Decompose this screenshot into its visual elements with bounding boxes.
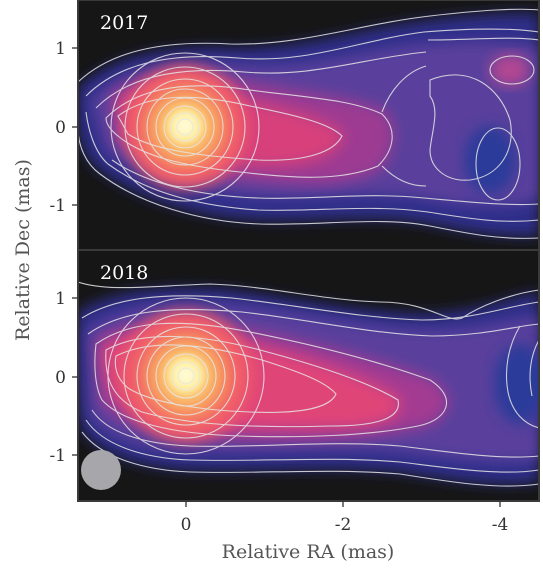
contours-2017 (78, 8, 539, 239)
y-tick-label: 1 (55, 289, 66, 309)
y-axis-2018 (72, 297, 78, 456)
y-tick-label: 1 (55, 39, 66, 59)
beam-ellipse (81, 450, 121, 490)
y-tick-labels-2017: 1 0 -1 (49, 39, 66, 216)
x-tick-label: -4 (492, 515, 509, 535)
panel-2018: 2018 (77, 249, 540, 502)
x-tick-labels: 0 -2 -4 (181, 515, 509, 535)
y-tick-label: -1 (49, 196, 66, 216)
y-tick-label: 0 (55, 368, 66, 388)
y-tick-labels-2018: 1 0 -1 (49, 289, 66, 466)
y-axis-2017 (72, 47, 78, 206)
y-axis-label: Relative Dec (mas) (12, 159, 34, 341)
y-tick-label: 0 (55, 118, 66, 138)
panel-2017-label: 2017 (100, 12, 148, 34)
panel-2018-frame (77, 249, 540, 502)
x-axis-label: Relative RA (mas) (222, 541, 395, 563)
x-tick-label: -2 (335, 515, 352, 535)
contours-2018 (78, 281, 539, 487)
panel-2017: 2017 (77, 0, 540, 251)
x-tick-label: 0 (181, 515, 192, 535)
y-tick-label: -1 (49, 446, 66, 466)
x-axis (185, 501, 501, 507)
panel-2018-label: 2018 (100, 262, 148, 284)
